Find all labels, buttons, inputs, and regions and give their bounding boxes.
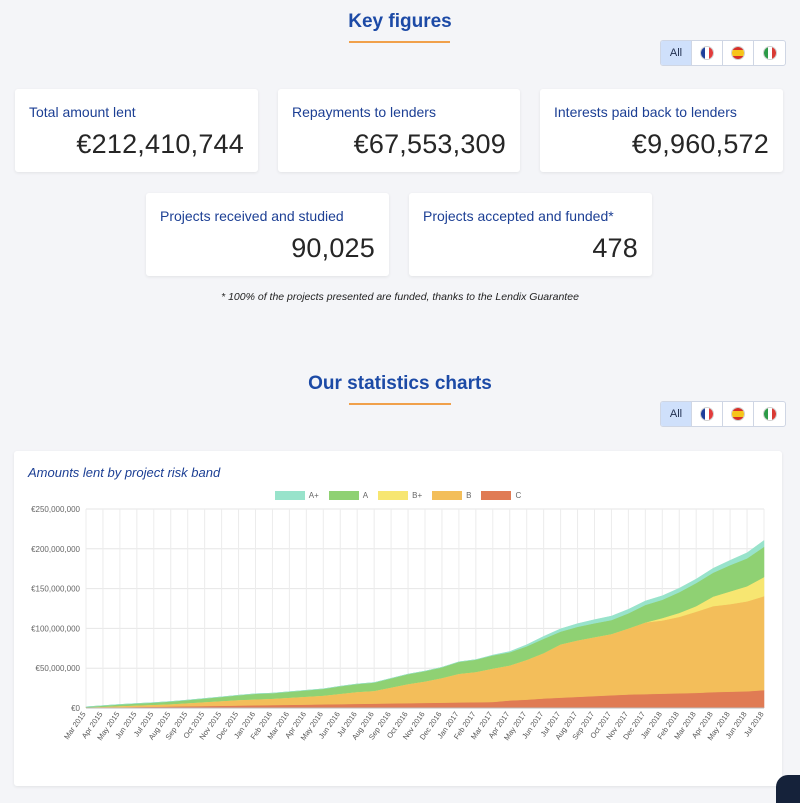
risk-band-area-chart: €0 €50,000,000 €100,000,000 €150,000,000 €20… bbox=[31, 505, 766, 742]
chat-widget-button[interactable] bbox=[776, 775, 800, 803]
guarantee-footnote: * 100% of the projects presented are fun… bbox=[221, 291, 579, 303]
repayments-card: Repayments to lenders €67,553,309 bbox=[278, 89, 520, 172]
legend-label: C bbox=[515, 491, 522, 500]
legend-item[interactable]: A bbox=[328, 491, 369, 500]
italy-flag-icon bbox=[762, 407, 777, 421]
key-figures-underline bbox=[349, 41, 450, 43]
y-tick-label: €0 bbox=[71, 704, 80, 713]
y-tick-label: €200,000,000 bbox=[31, 545, 80, 554]
legend-item[interactable]: B+ bbox=[378, 491, 422, 500]
y-tick-label: €150,000,000 bbox=[31, 585, 80, 594]
card-label: Repayments to lenders bbox=[292, 104, 436, 120]
legend-swatch bbox=[432, 491, 463, 500]
filter-france-button[interactable] bbox=[692, 402, 723, 426]
chart-title: Amounts lent by project risk band bbox=[28, 465, 221, 480]
card-label: Projects received and studied bbox=[160, 208, 344, 224]
filter-spain-button[interactable] bbox=[723, 41, 754, 65]
filter-spain-button[interactable] bbox=[723, 402, 754, 426]
filter-italy-button[interactable] bbox=[754, 41, 785, 65]
statistics-country-filter: All bbox=[660, 401, 786, 427]
france-flag-icon bbox=[700, 407, 714, 421]
legend-label: A bbox=[362, 491, 369, 500]
card-value: €67,553,309 bbox=[353, 129, 506, 159]
card-value: €9,960,572 bbox=[631, 129, 769, 159]
legend-swatch bbox=[378, 491, 409, 500]
legend-label: A+ bbox=[308, 491, 319, 500]
card-label: Total amount lent bbox=[29, 104, 136, 120]
spain-flag-icon bbox=[731, 407, 745, 421]
filter-all-button[interactable]: All bbox=[661, 402, 692, 426]
statistics-title: Our statistics charts bbox=[308, 373, 492, 394]
filter-france-button[interactable] bbox=[692, 41, 723, 65]
card-value: €212,410,744 bbox=[76, 129, 244, 159]
projects-funded-card: Projects accepted and funded* 478 bbox=[409, 193, 652, 276]
france-flag-icon bbox=[700, 46, 714, 60]
interests-card: Interests paid back to lenders €9,960,57… bbox=[540, 89, 783, 172]
legend-swatch bbox=[328, 491, 359, 500]
card-value: 478 bbox=[592, 233, 638, 263]
risk-band-chart-card: Amounts lent by project risk band A+ A B+ B… bbox=[14, 451, 782, 786]
legend-swatch bbox=[274, 491, 305, 500]
statistics-underline bbox=[349, 403, 451, 405]
legend-label: B bbox=[466, 491, 472, 500]
projects-received-card: Projects received and studied 90,025 bbox=[146, 193, 389, 276]
y-tick-label: €100,000,000 bbox=[31, 624, 80, 633]
legend-item[interactable]: A+ bbox=[274, 491, 319, 500]
total-amount-lent-card: Total amount lent €212,410,744 bbox=[15, 89, 258, 172]
area-series-a-plus bbox=[85, 539, 765, 708]
filter-italy-button[interactable] bbox=[754, 402, 785, 426]
y-tick-label: €250,000,000 bbox=[31, 505, 80, 514]
legend-label: B+ bbox=[412, 491, 423, 500]
legend-swatch bbox=[481, 491, 512, 500]
card-value: 90,025 bbox=[291, 233, 375, 263]
key-figures-title: Key figures bbox=[348, 11, 452, 32]
chart-legend: A+ A B+ B C bbox=[14, 491, 782, 500]
y-tick-label: €50,000,000 bbox=[36, 664, 81, 673]
italy-flag-icon bbox=[762, 46, 777, 60]
card-label: Projects accepted and funded* bbox=[423, 208, 614, 224]
spain-flag-icon bbox=[731, 46, 745, 60]
legend-item[interactable]: B bbox=[432, 491, 471, 500]
key-figures-country-filter: All bbox=[660, 40, 786, 66]
legend-item[interactable]: C bbox=[481, 491, 521, 500]
card-label: Interests paid back to lenders bbox=[554, 104, 737, 120]
filter-all-button[interactable]: All bbox=[661, 41, 692, 65]
